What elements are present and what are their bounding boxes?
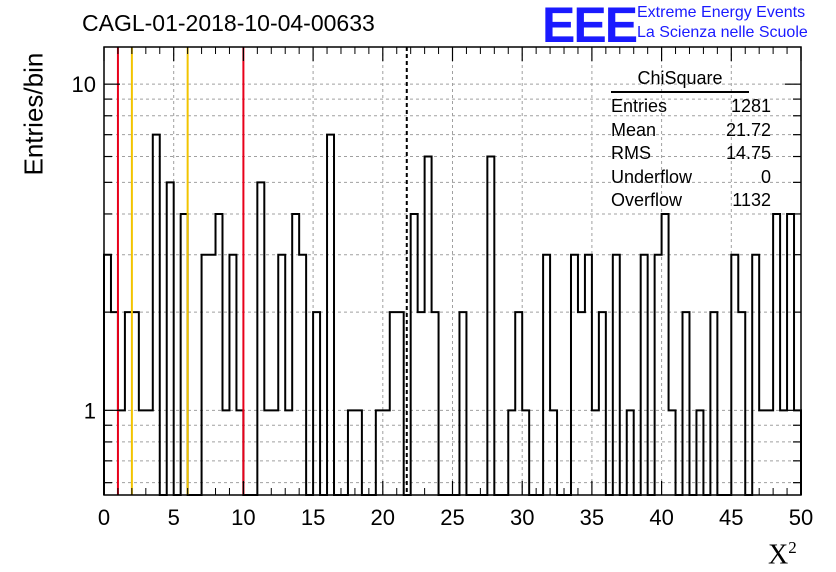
x-tick-label: 0 — [98, 505, 110, 530]
histogram-bar — [599, 312, 606, 495]
histogram-bar — [278, 255, 285, 495]
stats-row-mean: Mean 21.72 — [611, 119, 771, 143]
histogram-bar — [125, 312, 132, 495]
histogram-bar — [111, 312, 118, 495]
histogram-bar — [418, 312, 425, 495]
histogram-bar — [397, 312, 404, 495]
histogram-bar — [292, 214, 299, 495]
histogram-bar — [585, 255, 592, 495]
histogram-bar — [425, 157, 432, 495]
brand-line-2: La Scienza nelle Scuole — [637, 24, 808, 41]
histogram-bar — [662, 214, 669, 495]
x-tick-label: 50 — [789, 505, 813, 530]
histogram-outline — [103, 133, 802, 496]
histogram-bar — [571, 255, 578, 495]
histogram-bar — [132, 312, 139, 495]
stats-label: RMS — [611, 143, 651, 163]
histogram-bar — [209, 255, 216, 495]
histogram-bar — [167, 182, 174, 495]
histogram-bar — [153, 135, 160, 495]
histogram-bar — [257, 182, 264, 495]
histogram-bar — [459, 312, 466, 495]
stats-row-underflow: Underflow 0 — [611, 166, 771, 190]
histogram-bar — [229, 255, 236, 495]
histogram-bar — [390, 312, 397, 495]
histogram-bar — [773, 214, 780, 495]
stats-row-entries: Entries 1281 — [611, 95, 771, 119]
x-tick-label: 20 — [371, 505, 395, 530]
x-axis-label: X2 — [768, 538, 797, 571]
stats-box: ChiSquare Entries 1281 Mean 21.72 RMS 14.75… — [611, 68, 771, 213]
x-tick-label: 30 — [510, 505, 534, 530]
histogram-bar — [613, 255, 620, 495]
histogram-bar — [216, 214, 223, 495]
brand-line-1: Extreme Energy Events — [637, 4, 806, 21]
stats-row-overflow: Overflow 1132 — [611, 189, 771, 213]
histogram-bar — [683, 312, 690, 495]
histogram-bar — [411, 214, 418, 495]
histogram-bar — [327, 135, 334, 495]
histogram-bar — [731, 255, 738, 495]
histogram-bar — [299, 255, 306, 495]
x-tick-label: 45 — [719, 505, 743, 530]
stats-value: 1132 — [732, 190, 771, 210]
chart-title: CAGL-01-2018-10-04-00633 — [82, 10, 375, 36]
stats-box-title: ChiSquare — [611, 68, 749, 93]
histogram-bar — [641, 255, 648, 495]
x-tick-label: 40 — [649, 505, 673, 530]
stats-value: 21.72 — [725, 119, 771, 140]
y-tick-label: 10 — [72, 72, 96, 97]
histogram-bar — [578, 312, 585, 495]
stats-value: 0 — [760, 166, 771, 187]
histogram-bar — [181, 214, 188, 495]
histogram-bar — [738, 312, 745, 495]
stats-label: Mean — [611, 119, 657, 140]
eee-logo: EEE — [542, 0, 638, 53]
x-tick-label: 25 — [440, 505, 464, 530]
histogram-bar — [787, 214, 794, 495]
x-tick-label: 5 — [168, 505, 180, 530]
x-tick-label: 35 — [580, 505, 604, 530]
histogram-bar — [432, 312, 439, 495]
histogram-bar — [515, 312, 522, 495]
stats-label: Underflow — [611, 166, 693, 187]
y-tick-label: 1 — [84, 398, 96, 423]
stats-value: 1281 — [730, 96, 771, 116]
histogram-bar — [202, 255, 209, 495]
histogram-bar — [655, 255, 662, 495]
histogram-bar — [104, 255, 111, 495]
histogram-bar — [752, 255, 759, 495]
x-tick-label: 15 — [301, 505, 325, 530]
x-tick-label: 10 — [231, 505, 255, 530]
stats-label: Entries — [611, 96, 668, 116]
histogram-bar — [313, 312, 320, 495]
stats-label: Overflow — [611, 190, 683, 210]
histogram-bar — [543, 255, 550, 495]
histogram-bar — [487, 157, 494, 495]
histogram-bar — [710, 312, 717, 495]
stats-value: 14.75 — [725, 143, 771, 163]
stats-row-rms: RMS 14.75 — [611, 142, 771, 166]
